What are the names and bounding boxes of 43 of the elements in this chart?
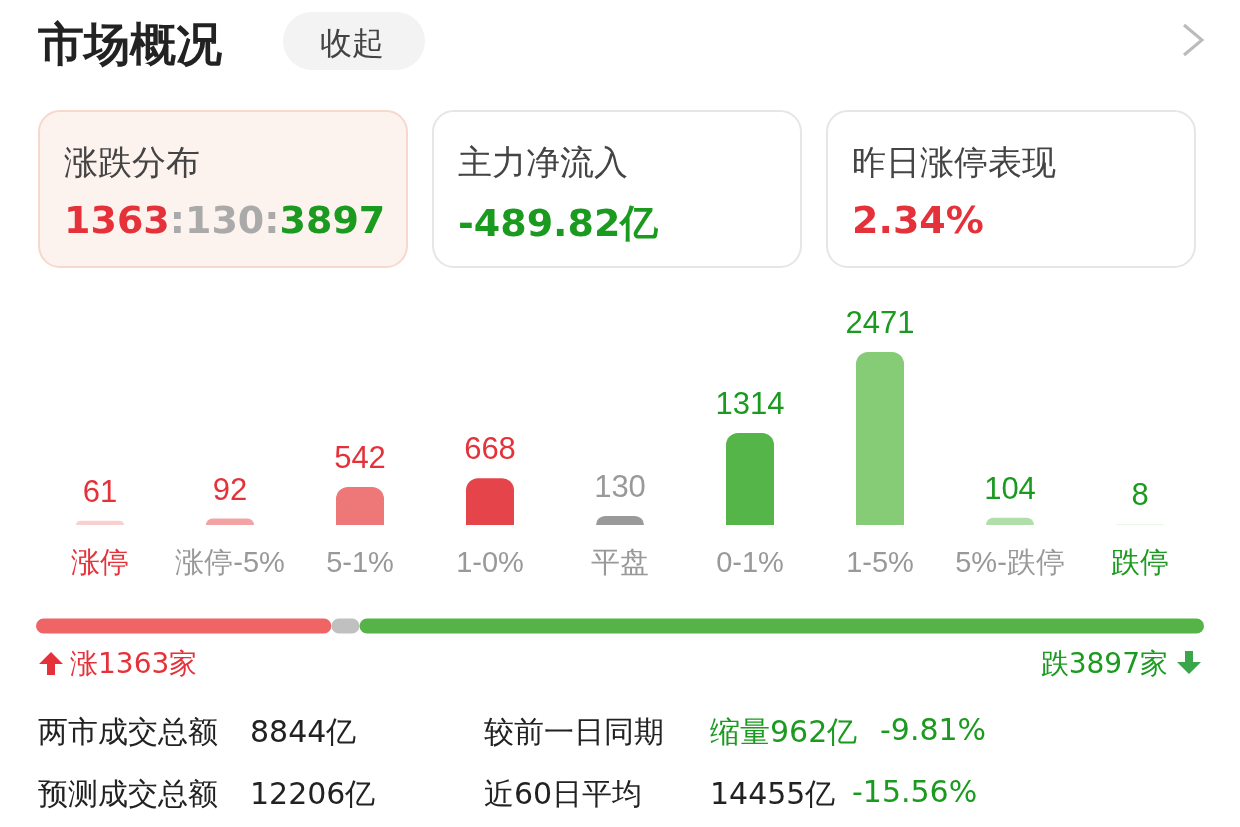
- bar: [856, 352, 904, 525]
- text: 昨日涨停表现: [852, 141, 1056, 184]
- data-label: 8: [1131, 477, 1149, 513]
- text: 缩量962亿: [710, 713, 858, 751]
- text: 12206亿: [250, 775, 376, 813]
- x-tick-label: 跌停: [1111, 545, 1169, 578]
- data-label: 542: [334, 440, 386, 476]
- text: -15.56%: [852, 774, 978, 809]
- text: -489.82亿: [458, 200, 659, 247]
- text: 两市成交总额: [38, 713, 218, 751]
- x-tick-label: 5%-跌停: [955, 545, 1065, 578]
- bar: [76, 520, 124, 525]
- text: 市场概况: [38, 16, 222, 73]
- text: 14455亿: [710, 775, 836, 813]
- bar: [726, 433, 774, 525]
- text: 8844亿: [250, 713, 357, 751]
- data-label: 104: [984, 470, 1036, 506]
- data-label: 1314: [715, 386, 785, 422]
- data-label: 92: [212, 471, 248, 507]
- text: 跌3897家: [1040, 646, 1168, 682]
- text: 收起: [320, 23, 384, 64]
- text: 预测成交总额: [38, 775, 218, 813]
- text: 2.34%: [852, 198, 984, 242]
- data-label: 668: [464, 431, 516, 467]
- data-label: 61: [82, 473, 118, 509]
- x-tick-label: 平盘: [591, 545, 649, 578]
- x-tick-label: 涨停-5%: [175, 545, 285, 578]
- text: 1363:130:3897: [64, 198, 386, 242]
- text: 较前一日同期: [484, 713, 664, 751]
- text: 涨跌分布: [64, 141, 200, 184]
- x-tick-label: 涨停: [71, 545, 129, 578]
- x-tick-label: 5-1%: [326, 545, 394, 578]
- x-tick-label: 1-5%: [846, 545, 914, 578]
- x-tick-label: 0-1%: [716, 545, 784, 578]
- data-label: 130: [594, 468, 646, 504]
- x-tick-label: 1-0%: [456, 545, 524, 578]
- text: -9.81%: [880, 712, 987, 747]
- text: 主力净流入: [458, 141, 628, 184]
- bar: [336, 487, 384, 525]
- bar: [466, 478, 514, 525]
- data-label: 2471: [845, 305, 915, 341]
- text: 近60日平均: [484, 775, 643, 813]
- text: 涨1363家: [70, 646, 198, 682]
